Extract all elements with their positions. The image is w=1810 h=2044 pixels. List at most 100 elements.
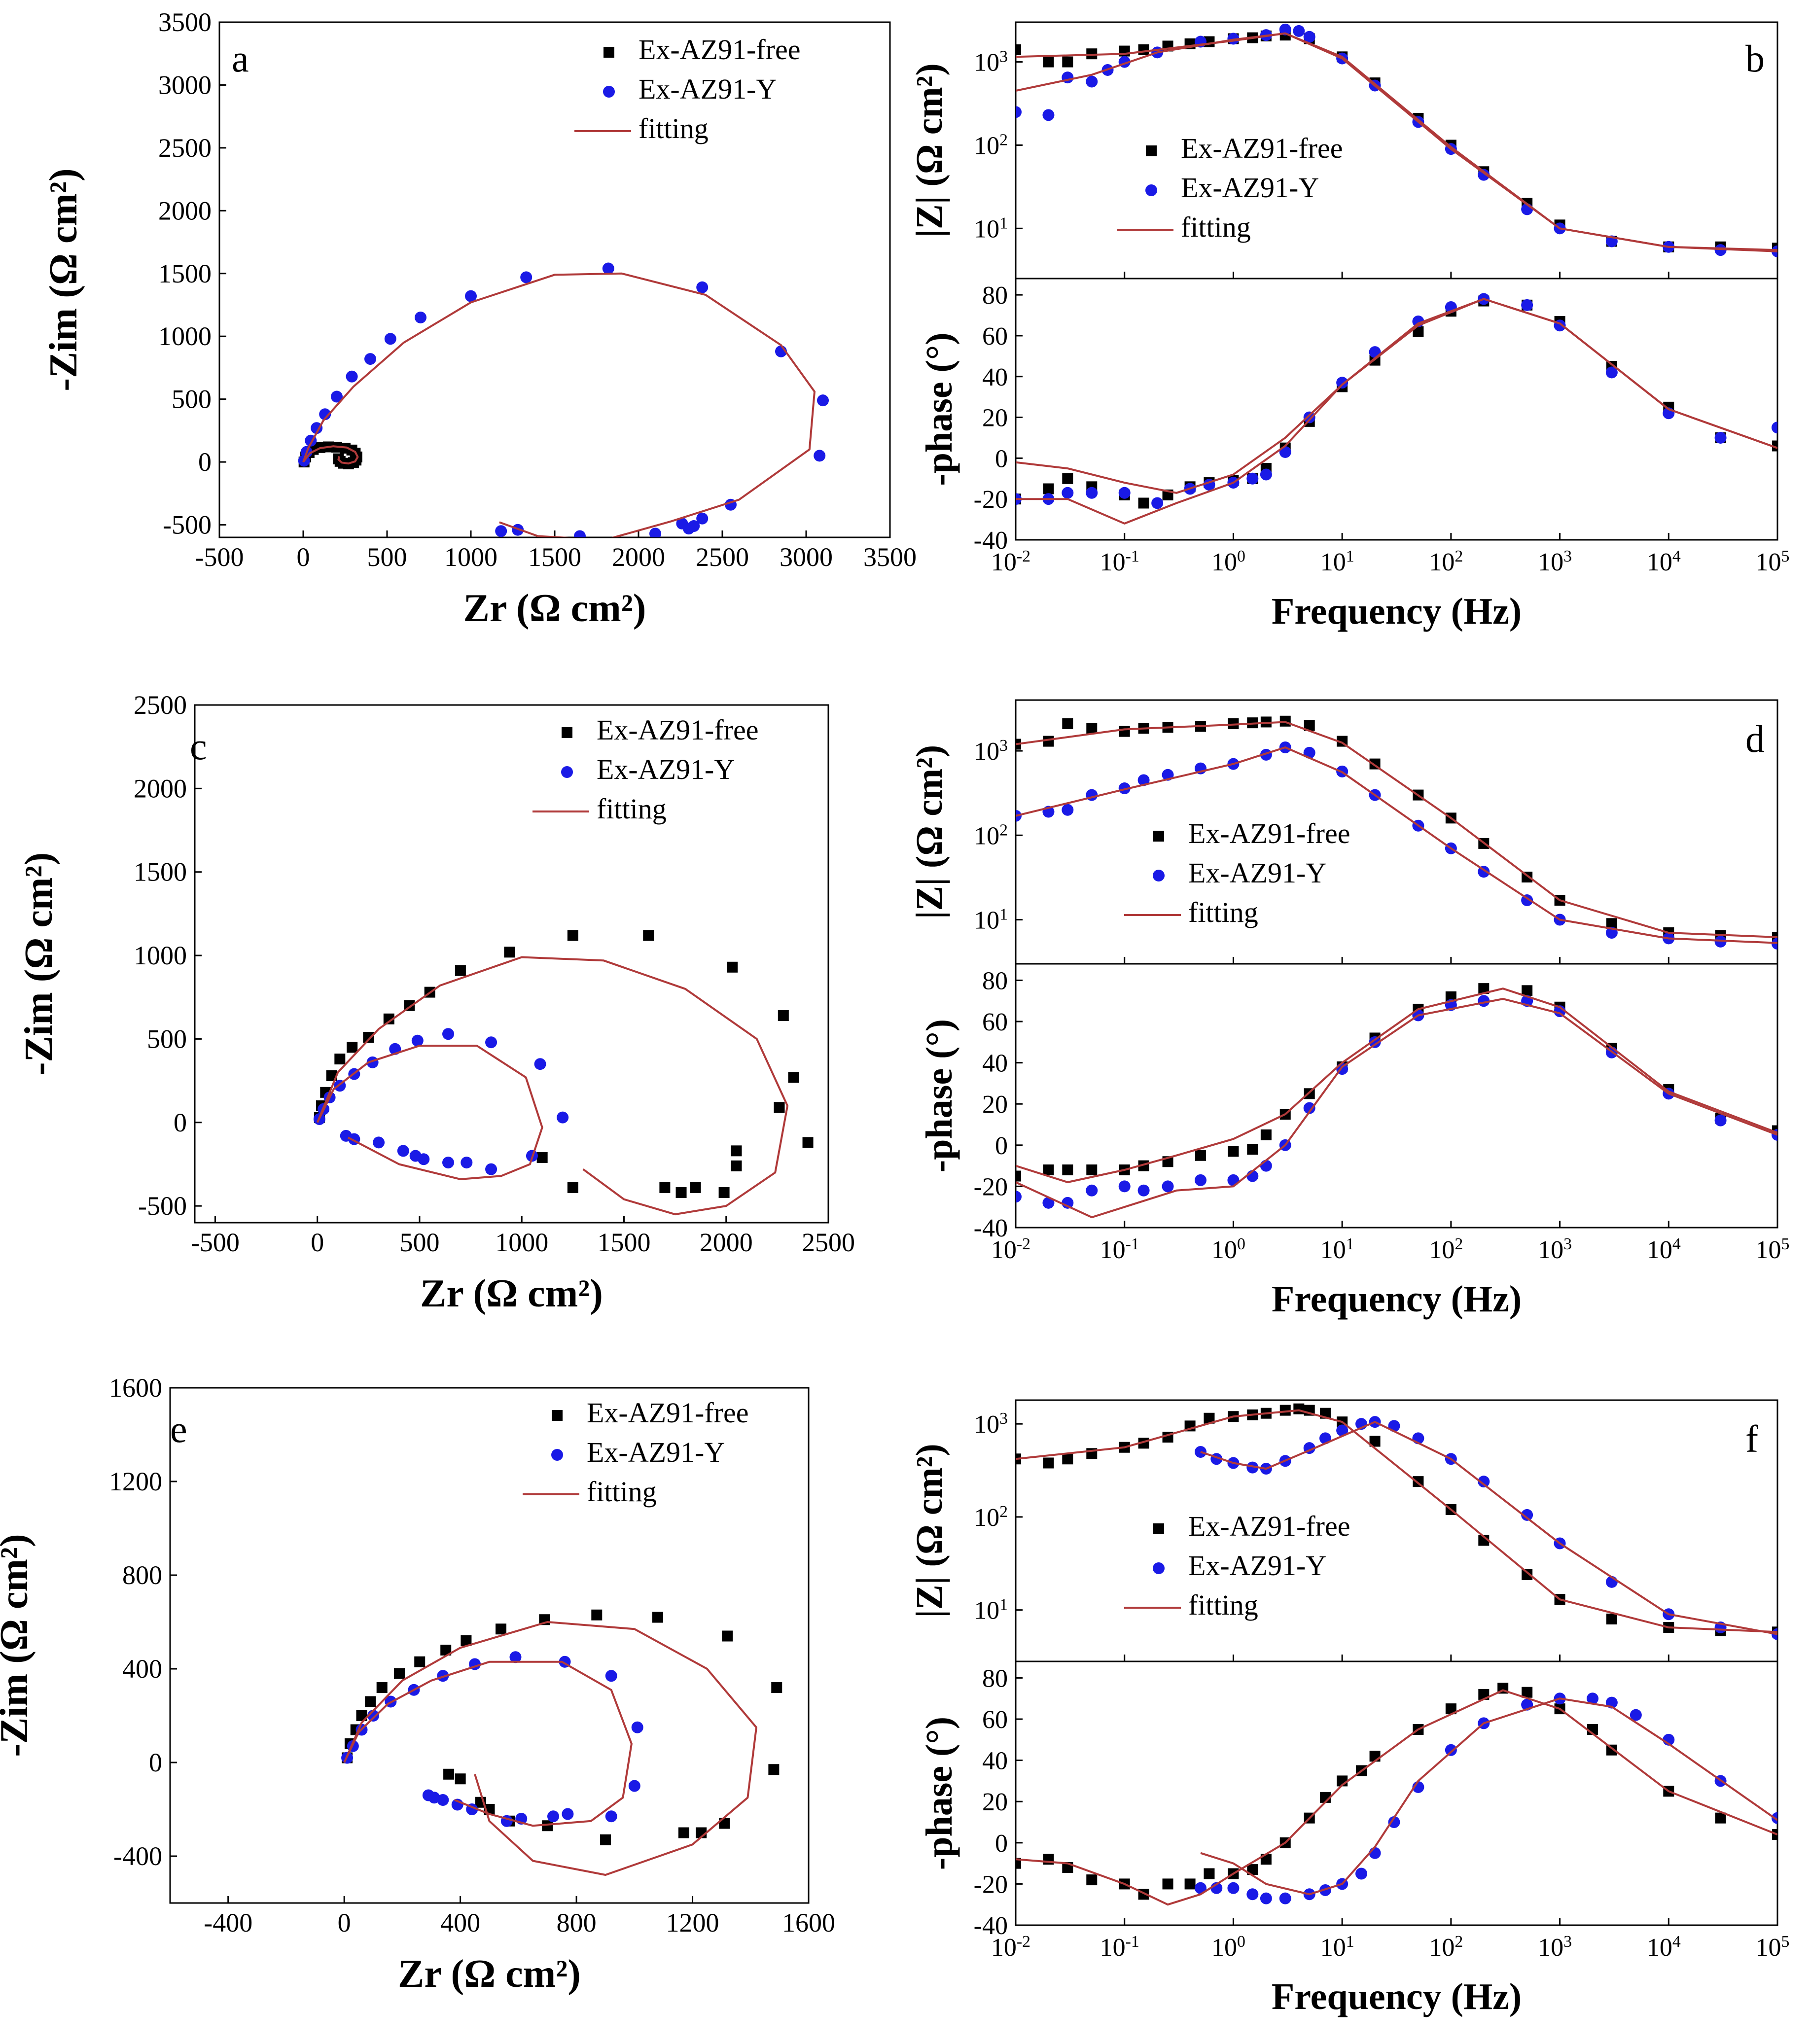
panel-e-point-0-14: [722, 1630, 733, 1642]
panel-c-xlabel: Zr (Ω cm²): [420, 1272, 603, 1315]
panel-a-point-1-16: [814, 450, 826, 462]
panel-c-point-1-7: [411, 1034, 424, 1047]
panel-e-point-0-26: [443, 1768, 455, 1780]
panel-c-point-0-7: [383, 1013, 394, 1024]
panel-c-point-0-24: [659, 1182, 671, 1193]
panel-d-legend-marker-free: [1153, 831, 1164, 842]
panel-e-point-0-21: [542, 1820, 553, 1832]
panel-c-point-1-10: [534, 1058, 546, 1070]
panel-a-ytick-label-5: 2000: [158, 196, 212, 225]
panel-a-ytick-label-4: 1500: [158, 259, 212, 288]
panel-e-label: e: [170, 1408, 187, 1450]
panel-f-bottom-ytick-label-5: 60: [982, 1706, 1008, 1734]
panel-b-xlabel: Frequency (Hz): [1272, 591, 1522, 632]
panel-e-ytick-label-1: 0: [149, 1748, 162, 1777]
panel-b-top-ytick-label-0: 101: [974, 214, 1008, 244]
panel-b-bottom-point-1-20: [1605, 366, 1618, 379]
panel-b-bottom-point-1-5: [1151, 497, 1164, 509]
panel-d-xtick-label-0: 10-2: [991, 1235, 1030, 1265]
panel-e-xtick-label-4: 1200: [666, 1908, 719, 1938]
panel-b-top-point-0-5: [1138, 44, 1149, 55]
panel-f: 101 102 103 |Z| (Ω cm²) -40 -20 0 20 40 60 80 -phas…: [909, 1399, 1789, 2017]
panel-d-top-ylabel: |Z| (Ω cm²): [909, 745, 950, 919]
panel-b-top-point-1-12: [1303, 31, 1315, 43]
panel-c-point-0-21: [718, 1187, 730, 1198]
panel-d-xtick-label-7: 105: [1756, 1235, 1790, 1265]
panel-b-xtick-label-3: 101: [1320, 547, 1354, 577]
panel-b-legend-fit: fitting: [1181, 211, 1251, 243]
panel-c-xtick-label-3: 1000: [495, 1228, 548, 1257]
panel-e-ytick-label-0: -400: [113, 1841, 162, 1871]
panel-c-point-0-14: [727, 961, 738, 973]
panel-d-bottom-point-1-1: [1042, 1197, 1055, 1209]
panel-d-bottom-point-1-3: [1086, 1184, 1098, 1197]
panel-d-bottom-ytick-label-3: 20: [982, 1091, 1008, 1119]
panel-a-xtick-label-8: 3500: [863, 542, 917, 572]
panel-f-bottom-point-0-19: [1445, 1703, 1456, 1715]
panel-a-point-1-4: [319, 408, 331, 421]
panel-f-top-point-1-15: [1521, 1509, 1533, 1521]
panel-f-top-point-1-14: [1478, 1476, 1490, 1488]
panel-d-bottom-point-1-5: [1137, 1184, 1150, 1197]
panel-d-bottom-point-1-6: [1162, 1180, 1174, 1193]
panel-b-top-fitting-line: [1016, 32, 1777, 252]
panel-e-series-2: [343, 1621, 757, 1876]
panel-f-top-series-2: [1016, 1409, 1777, 1633]
panel-b-top-point-0-0: [1016, 44, 1021, 55]
panel-c-xtick-label-4: 1500: [597, 1228, 650, 1257]
panel-b-bottom-point-1-3: [1086, 487, 1098, 499]
panel-a-ytick-label-2: 500: [172, 385, 212, 414]
panel-f-bottom-point-1-13: [1445, 1744, 1457, 1756]
panel-f-bottom-point-0-25: [1606, 1744, 1617, 1756]
panel-f-bottom-series-0: [1016, 1683, 1777, 1900]
panel-d-bottom-point-0-18: [1522, 985, 1533, 996]
panel-a-series-2: [302, 272, 816, 537]
panel-f-xtick-label-1: 10-1: [1100, 1933, 1139, 1962]
panel-a-frame: [218, 21, 891, 538]
panel-b-top-point-1-1: [1042, 109, 1055, 121]
panel-b-xtick-label-4: 102: [1429, 547, 1463, 577]
panel-b-bottom-point-1-2: [1062, 487, 1074, 499]
panel-a-xtick-label-3: 1000: [444, 542, 497, 572]
panel-f-top-ytick-label-2: 103: [974, 1410, 1008, 1439]
panel-d-bottom-point-0-3: [1086, 1164, 1098, 1175]
panel-d-bottom-fitting-line: [1016, 998, 1777, 1219]
panel-f-legend-y: Ex-AZ91-Y: [1188, 1550, 1326, 1582]
panel-f-top-point-1-8: [1336, 1424, 1349, 1437]
panel-c-xtick-label-2: 500: [399, 1228, 439, 1257]
panel-b-bottom-fitting-line: [1016, 298, 1777, 525]
panel-e-point-1-8: [509, 1651, 522, 1663]
panel-e-point-0-25: [455, 1773, 466, 1785]
panel-c-point-1-13: [485, 1163, 497, 1175]
panel-b-bottom-point-0-16: [1413, 326, 1424, 337]
panel-e-point-1-13: [605, 1810, 617, 1823]
panel-c-point-1-21: [340, 1129, 352, 1142]
panel-a-point-1-12: [602, 262, 614, 275]
panel-e-legend-fit: fitting: [587, 1476, 657, 1508]
panel-b-bottom-ytick-label-2: 0: [995, 445, 1008, 473]
panel-e-ytick-label-2: 400: [122, 1654, 162, 1684]
panel-b-xtick-label-5: 103: [1538, 547, 1572, 577]
panel-b-top-series-3: [1016, 32, 1777, 252]
panel-d-top-point-0-4: [1119, 726, 1130, 737]
panel-d-bottom-point-0-16: [1445, 991, 1456, 1002]
panel-c-ylabel: -Zim (Ω cm²): [17, 852, 61, 1075]
panel-b-xtick-label-0: 10-2: [991, 547, 1030, 577]
panel-a-point-1-13: [696, 281, 709, 293]
panel-b-bottom-fitting-line: [1016, 298, 1777, 494]
panel-d-top-point-1-5: [1137, 774, 1150, 786]
panel-f-xtick-label-5: 103: [1538, 1933, 1572, 1962]
panel-d-bottom-series-2: [1016, 987, 1777, 1183]
panel-f-bottom-point-0-27: [1715, 1812, 1726, 1824]
panel-f-bottom-point-0-8: [1204, 1868, 1215, 1879]
panel-a-point-1-5: [331, 390, 343, 403]
panel-f-bottom-point-1-5: [1279, 1892, 1291, 1904]
panel-f-bottom-point-1-3: [1246, 1888, 1259, 1901]
panel-f-bottom-ytick-label-6: 80: [982, 1664, 1008, 1692]
panel-d-top-fitting-line: [1016, 721, 1777, 938]
panel-c-frame: [194, 704, 829, 1224]
panel-a-xtick-label-4: 1500: [528, 542, 581, 572]
panel-d-xtick-label-2: 100: [1211, 1235, 1245, 1265]
panel-b-label: b: [1745, 37, 1765, 80]
panel-c-ytick-label-0: -500: [138, 1191, 187, 1221]
